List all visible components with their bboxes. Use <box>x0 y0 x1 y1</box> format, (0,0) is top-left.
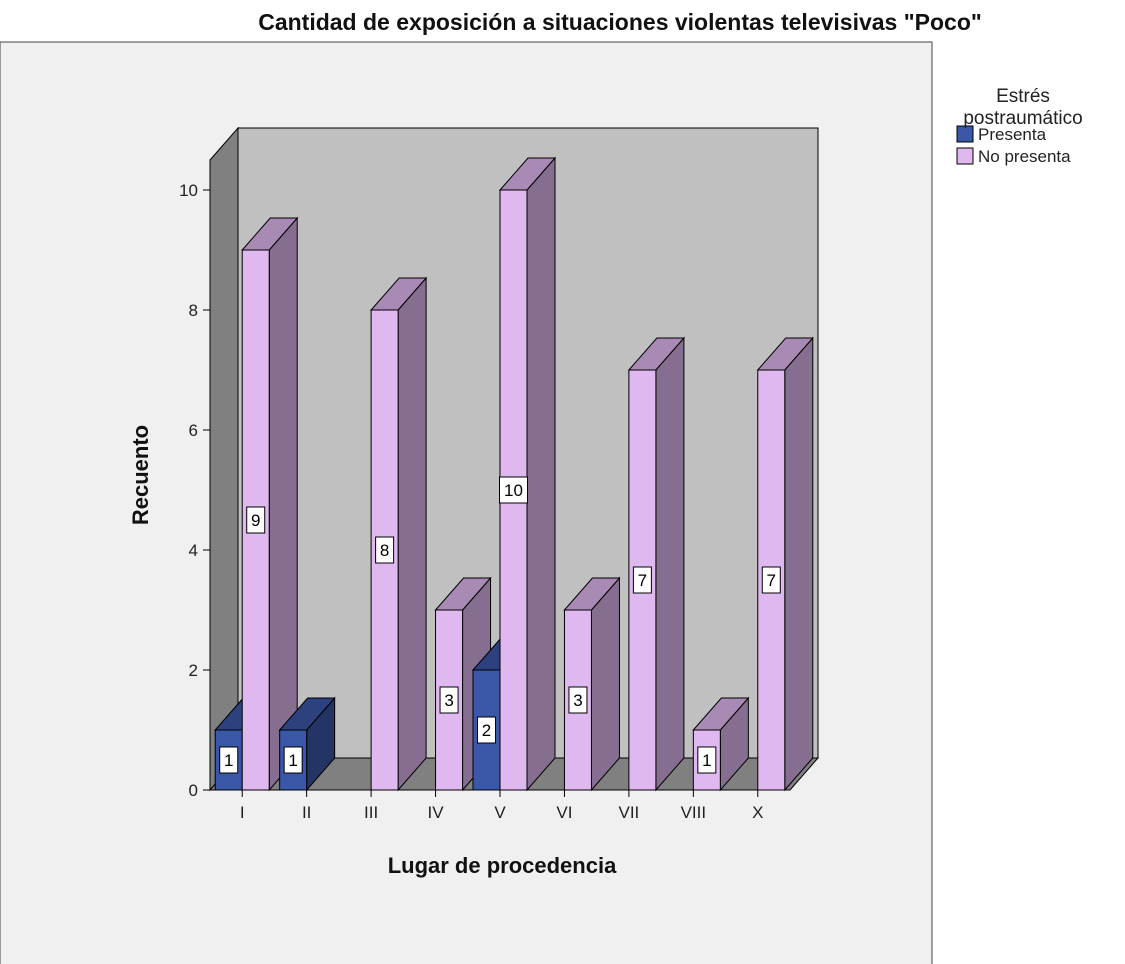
value-label-box <box>568 686 588 714</box>
y-tick-label: 0 <box>189 781 198 800</box>
value-label: 8 <box>380 541 389 560</box>
value-label: 7 <box>638 571 647 590</box>
legend-swatch <box>956 125 974 143</box>
y-tick-label: 4 <box>189 541 198 560</box>
x-tick-label: X <box>752 803 763 822</box>
left-wall <box>209 126 239 792</box>
bar-side <box>526 156 556 792</box>
value-label: 7 <box>767 571 776 590</box>
x-tick-label: IV <box>428 803 445 822</box>
value-label: 1 <box>702 751 711 770</box>
x-tick-label: III <box>364 803 378 822</box>
y-axis-title: Recuento <box>128 425 153 525</box>
value-label-box <box>439 686 459 714</box>
legend-title: Estrés postraumático <box>963 86 1083 129</box>
value-label-box <box>477 716 496 744</box>
legend-label: Presenta <box>978 125 1047 144</box>
x-axis-title: Lugar de procedencia <box>388 853 617 878</box>
x-tick-label: VI <box>556 803 572 822</box>
value-label-box <box>375 536 395 564</box>
value-label: 3 <box>444 691 453 710</box>
value-label-box <box>219 746 239 774</box>
value-label-box <box>697 746 717 774</box>
value-label-box <box>761 566 781 594</box>
legend-label: No presenta <box>978 147 1071 166</box>
bar-side <box>655 336 685 792</box>
x-tick-label: VII <box>618 803 639 822</box>
x-tick-label: II <box>302 803 311 822</box>
value-label: 1 <box>288 751 297 770</box>
value-label-box <box>283 746 303 774</box>
x-tick-label: V <box>494 803 506 822</box>
x-tick-label: VIII <box>681 803 707 822</box>
value-label-box <box>632 566 652 594</box>
value-label-box <box>499 476 528 504</box>
bar-side <box>397 276 427 792</box>
value-label-box <box>246 506 266 534</box>
bar-side <box>590 576 620 792</box>
y-tick-label: 8 <box>189 301 198 320</box>
chart-title: Cantidad de exposición a situaciones vio… <box>258 9 982 35</box>
value-label: 2 <box>482 721 491 740</box>
value-label: 3 <box>573 691 582 710</box>
y-tick-label: 2 <box>189 661 198 680</box>
value-label: 9 <box>251 511 260 530</box>
value-label: 1 <box>224 751 233 770</box>
value-label: 10 <box>504 481 523 500</box>
y-tick-label: 6 <box>189 421 198 440</box>
bar-side <box>268 216 298 792</box>
bar-side <box>784 336 814 792</box>
y-tick-label: 10 <box>179 181 198 200</box>
x-tick-label: I <box>240 803 245 822</box>
legend-swatch <box>956 147 974 165</box>
